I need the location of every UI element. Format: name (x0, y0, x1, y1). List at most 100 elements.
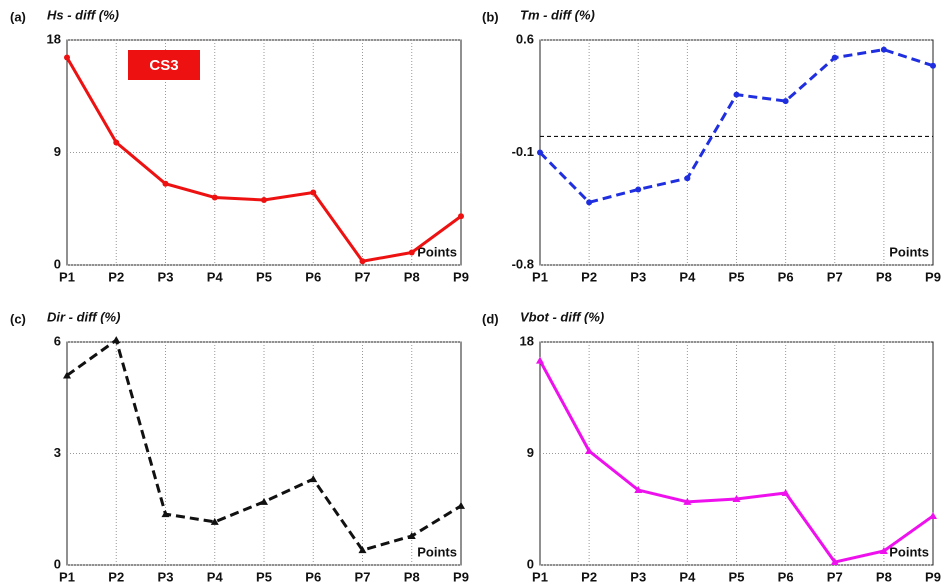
y-tick-label: 9 (54, 144, 61, 159)
panel-label: (c) (10, 311, 26, 326)
x-tick-label: P8 (404, 569, 420, 584)
x-tick-label: P1 (532, 269, 548, 284)
point (733, 91, 740, 98)
x-tick-label: P2 (581, 269, 597, 284)
point (635, 186, 642, 193)
x-tick-label: P6 (778, 269, 794, 284)
y-tick-label: 0 (527, 556, 534, 571)
point (458, 213, 464, 220)
point (880, 46, 887, 53)
point (211, 194, 218, 201)
point (64, 54, 70, 61)
point (634, 486, 643, 494)
point (537, 149, 543, 156)
x-tick-label: P3 (630, 269, 646, 284)
x-axis-label: Points (417, 244, 457, 259)
x-tick-label: P3 (158, 569, 174, 584)
y-tick-label: -0.8 (512, 256, 534, 271)
point (358, 546, 367, 554)
point (162, 180, 169, 187)
point (112, 336, 121, 344)
panel-title: Vbot - diff (%) (520, 309, 604, 324)
x-tick-label: P4 (679, 269, 696, 284)
x-tick-label: P3 (630, 569, 646, 584)
point (831, 54, 838, 61)
point (261, 197, 267, 203)
panel-label: (d) (482, 311, 499, 326)
point (359, 258, 366, 265)
point (732, 494, 741, 502)
x-tick-label: P1 (532, 569, 548, 584)
x-tick-label: P7 (827, 269, 843, 284)
x-tick-label: P8 (876, 269, 892, 284)
x-tick-label: P7 (355, 269, 371, 284)
point (683, 497, 692, 505)
point (63, 371, 71, 379)
point (457, 501, 465, 509)
y-tick-label: 3 (54, 445, 61, 460)
x-tick-label: P5 (729, 269, 745, 284)
x-tick-label: P9 (925, 269, 941, 284)
y-tick-label: -0.1 (512, 144, 534, 159)
x-tick-label: P5 (256, 269, 272, 284)
panel-title: Dir - diff (%) (47, 309, 120, 324)
x-tick-label: P3 (158, 269, 174, 284)
point (161, 510, 170, 518)
x-axis-label: Points (889, 244, 929, 259)
y-tick-label: 0 (54, 556, 61, 571)
series-line (66, 337, 462, 552)
point (684, 175, 691, 182)
x-tick-label: P4 (207, 269, 224, 284)
x-axis-label: Points (417, 544, 457, 559)
x-axis-label: Points (889, 544, 929, 559)
point (830, 558, 839, 566)
point (879, 547, 888, 555)
x-tick-label: P2 (581, 569, 597, 584)
annotation: CS3 (149, 57, 178, 74)
point (260, 497, 268, 505)
x-tick-label: P6 (778, 569, 794, 584)
point (310, 189, 317, 196)
series-line (538, 48, 934, 204)
x-tick-label: P8 (876, 569, 892, 584)
panel-title: Tm - diff (%) (520, 7, 595, 22)
point (781, 489, 790, 497)
y-tick-label: 0 (54, 256, 61, 271)
panel-label: (b) (482, 9, 499, 24)
point (782, 98, 789, 105)
x-tick-label: P6 (305, 569, 321, 584)
point (309, 475, 318, 483)
point (586, 199, 593, 206)
point (408, 249, 415, 256)
x-tick-label: P9 (453, 269, 469, 284)
x-tick-label: P5 (729, 569, 745, 584)
y-tick-label: 9 (527, 445, 534, 460)
point (113, 139, 120, 146)
x-tick-label: P9 (925, 569, 941, 584)
x-tick-label: P7 (827, 569, 843, 584)
annotation-box (128, 50, 200, 80)
x-tick-label: P4 (679, 569, 696, 584)
x-tick-label: P6 (305, 269, 321, 284)
y-tick-label: 6 (54, 333, 61, 348)
x-tick-label: P2 (108, 569, 124, 584)
x-tick-label: P5 (256, 569, 272, 584)
point (210, 517, 219, 525)
point (585, 447, 594, 455)
panel-label: (a) (10, 9, 26, 24)
x-tick-label: P7 (355, 569, 371, 584)
x-tick-label: P8 (404, 269, 420, 284)
panel-title: Hs - diff (%) (47, 7, 119, 22)
x-tick-label: P4 (207, 569, 224, 584)
point (407, 532, 416, 540)
y-tick-label: 0.6 (516, 31, 534, 46)
y-tick-label: 18 (47, 31, 61, 46)
point (536, 356, 544, 364)
point (929, 511, 937, 519)
y-tick-label: 18 (520, 333, 534, 348)
x-tick-label: P1 (59, 569, 75, 584)
x-tick-label: P2 (108, 269, 124, 284)
point (930, 62, 936, 69)
x-tick-label: P9 (453, 569, 469, 584)
x-tick-label: P1 (59, 269, 75, 284)
